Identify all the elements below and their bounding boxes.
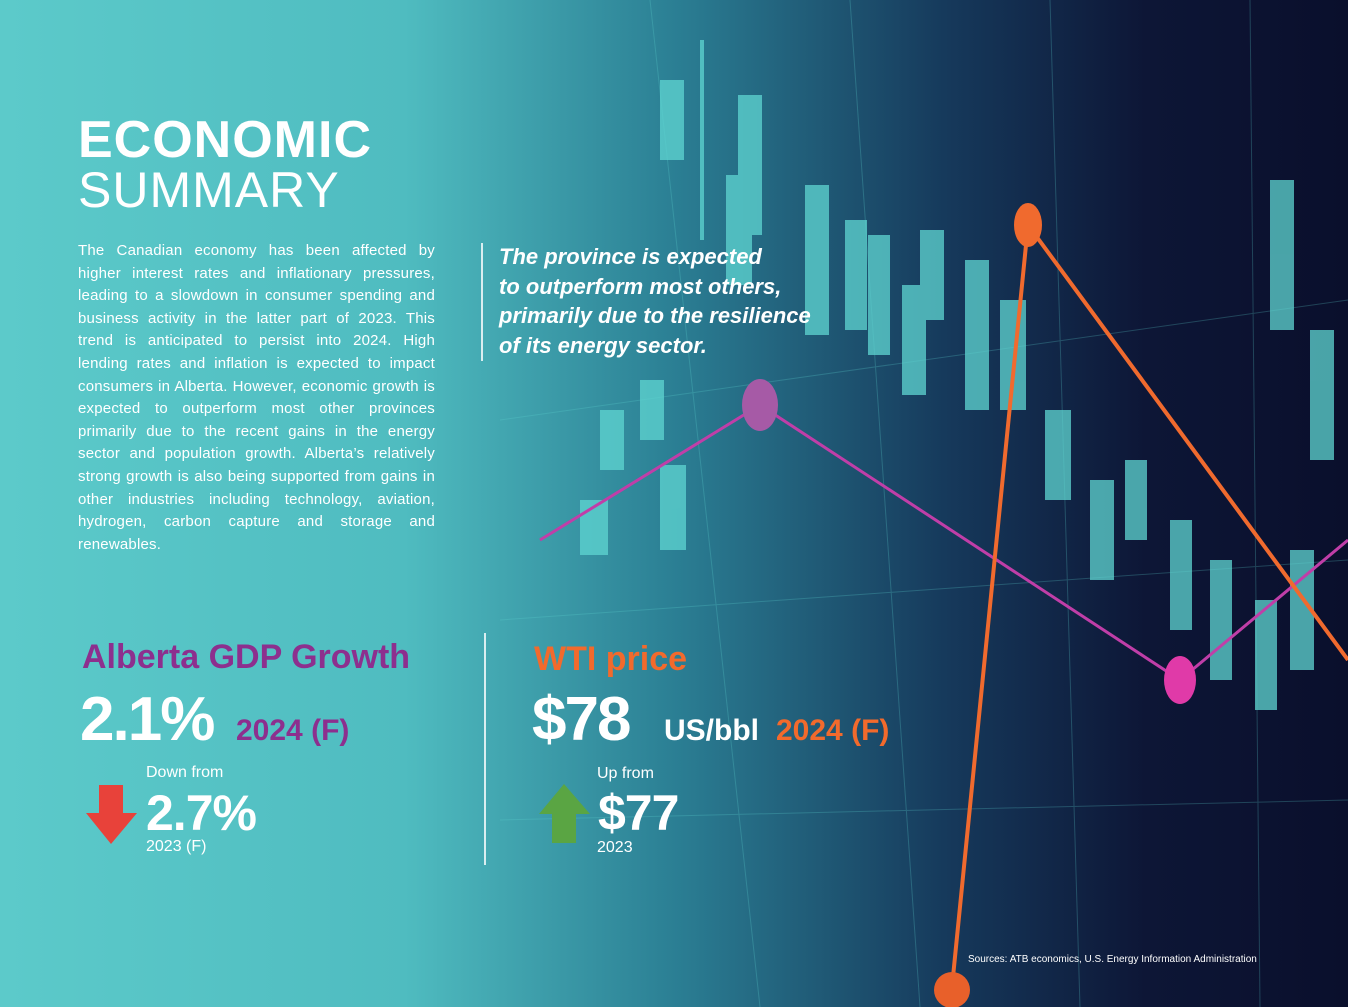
grid-lines bbox=[499, 0, 1348, 1007]
pink-dot bbox=[742, 379, 778, 431]
orange-dot bbox=[934, 972, 970, 1007]
pink-dot bbox=[1164, 656, 1196, 704]
metric-unit: US/bbl bbox=[664, 714, 759, 747]
metric-title: WTI price bbox=[534, 640, 688, 678]
sources: Sources: ATB economics, U.S. Energy Info… bbox=[968, 954, 1257, 965]
quote-line: primarily due to the resilience bbox=[499, 303, 811, 328]
candlesticks bbox=[580, 40, 1334, 710]
title: ECONOMIC bbox=[78, 111, 372, 169]
orange-dot bbox=[1014, 203, 1042, 247]
previous-value: $77 bbox=[598, 785, 679, 841]
pull-quote: The province is expected to outperform m… bbox=[481, 243, 811, 361]
quote-line: The province is expected bbox=[499, 244, 762, 269]
quote-line: of its energy sector. bbox=[499, 332, 707, 358]
previous-period: 2023 bbox=[597, 839, 633, 856]
previous-value: 2.7% bbox=[146, 785, 257, 841]
metric-period: 2024 (F) bbox=[776, 714, 890, 747]
divider bbox=[484, 633, 486, 865]
metric-title: Alberta GDP Growth bbox=[82, 638, 411, 676]
change-label: Up from bbox=[597, 765, 654, 782]
pink-line bbox=[539, 403, 1348, 682]
previous-period: 2023 (F) bbox=[146, 838, 207, 855]
up-arrow bbox=[539, 784, 590, 843]
title: SUMMARY bbox=[78, 162, 340, 218]
quote-line: to outperform most others, bbox=[499, 273, 782, 299]
metric-value: 2.1% bbox=[80, 685, 215, 754]
metric-period: 2024 (F) bbox=[236, 714, 350, 747]
change-label: Down from bbox=[146, 764, 224, 781]
down-arrow bbox=[86, 785, 137, 844]
body-text: The Canadian economy has been affected b… bbox=[78, 242, 435, 553]
metric-value: $78 bbox=[532, 685, 631, 754]
